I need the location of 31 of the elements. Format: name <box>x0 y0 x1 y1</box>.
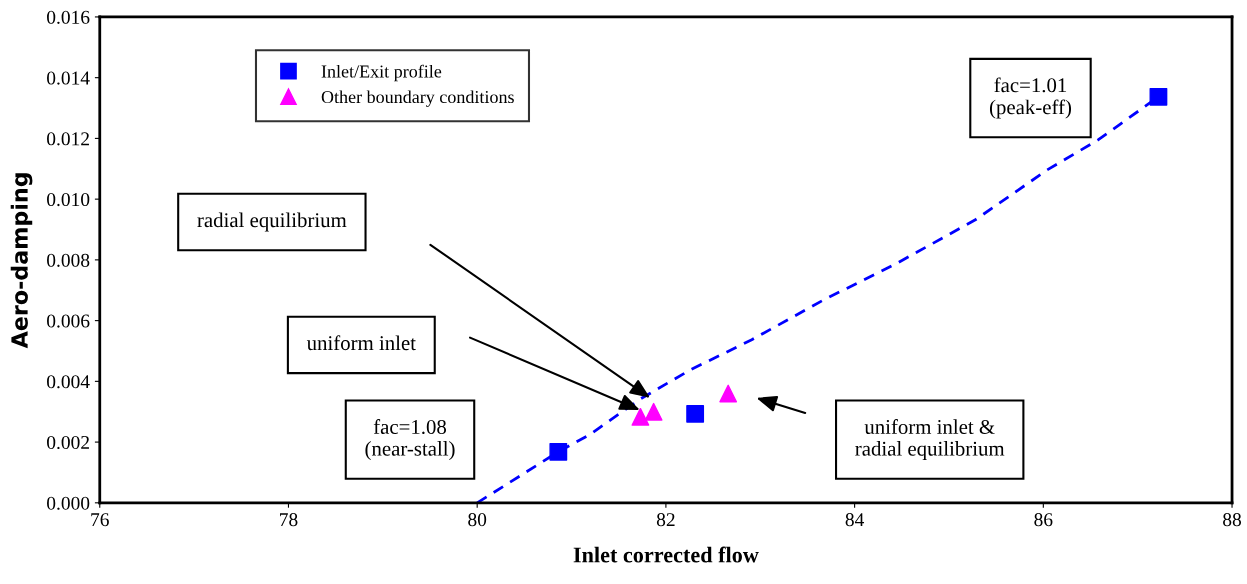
point <box>686 404 705 423</box>
y-axis-title: Aero-damping <box>10 173 33 349</box>
point <box>644 402 663 421</box>
y-tick-label: 0.000 <box>47 496 90 510</box>
y-tick-label: 0.014 <box>47 71 90 85</box>
annotation: radial equilibrium <box>197 212 347 232</box>
y-tick-label: 0.010 <box>47 192 90 207</box>
x-tick-label: 80 <box>468 513 487 527</box>
point <box>719 384 738 403</box>
x-tick-label: 76 <box>91 513 109 527</box>
x-tick-label: 84 <box>845 513 865 527</box>
point <box>631 407 650 426</box>
x-tick-label: 88 <box>1223 513 1242 527</box>
legend-label: Inlet/Exit profile <box>321 64 442 82</box>
annotation: fac=1.08 (near-stall) <box>365 419 455 460</box>
annotation: uniform inlet <box>306 335 416 351</box>
legend-label: Other boundary conditions <box>321 90 514 107</box>
point <box>1149 87 1168 106</box>
annotation: uniform inlet & radial equilibrium <box>855 419 1005 460</box>
x-tick-label: 82 <box>656 513 675 527</box>
y-tick-label: 0.004 <box>47 375 90 389</box>
annotation: fac=1.01 (peak-eff) <box>989 77 1072 119</box>
y-tick-label: 0.002 <box>47 435 89 450</box>
x-axis-title: Inlet corrected flow <box>573 546 759 563</box>
point <box>549 442 568 461</box>
y-tick-label: 0.016 <box>47 10 90 24</box>
y-tick-label: 0.006 <box>47 314 90 328</box>
x-tick-label: 78 <box>280 513 298 527</box>
y-tick-label: 0.008 <box>47 253 90 267</box>
y-tick-label: 0.012 <box>47 132 89 146</box>
x-tick-label: 86 <box>1034 513 1053 527</box>
